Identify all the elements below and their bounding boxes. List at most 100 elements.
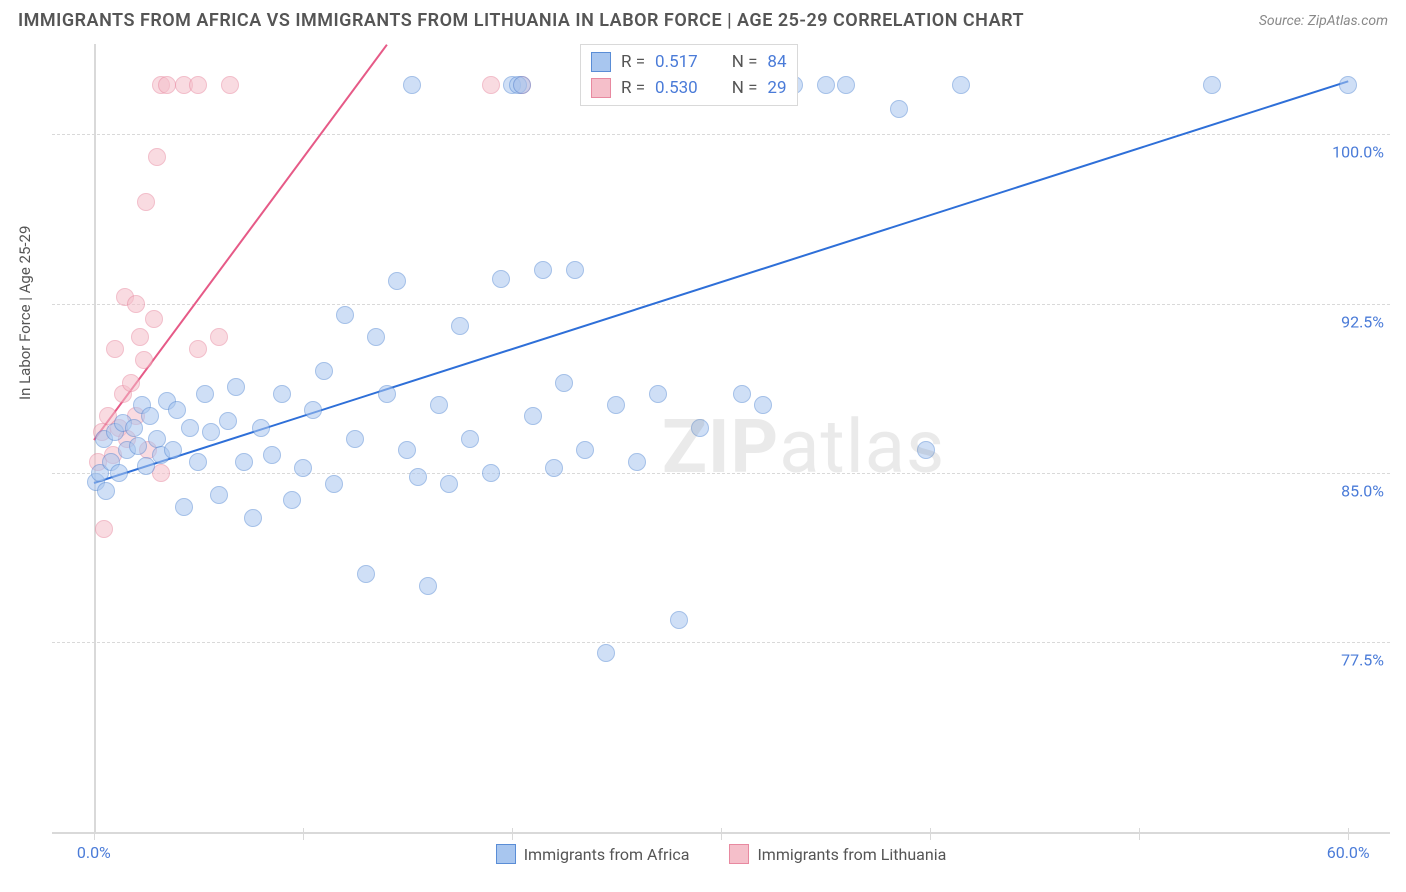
scatter-point-blue <box>492 270 510 288</box>
x-tick-mark <box>303 828 304 840</box>
x-tick-mark <box>1348 828 1349 840</box>
scatter-point-blue <box>294 459 312 477</box>
scatter-point-blue <box>628 453 646 471</box>
y-tick-label: 92.5% <box>1341 312 1384 331</box>
scatter-point-blue <box>125 419 143 437</box>
x-tick-mark <box>930 828 931 840</box>
scatter-point-pink <box>189 76 207 94</box>
scatter-point-blue <box>398 441 416 459</box>
legend-row: R =0.517N =84 <box>591 49 787 75</box>
y-tick-label: 77.5% <box>1341 651 1384 670</box>
scatter-point-blue <box>357 565 375 583</box>
legend-r-label: R = <box>621 75 645 101</box>
scatter-point-blue <box>403 76 421 94</box>
legend-r-value: 0.530 <box>655 75 698 101</box>
scatter-point-pink <box>145 310 163 328</box>
legend-swatch <box>729 844 749 864</box>
scatter-point-blue <box>273 385 291 403</box>
scatter-point-blue <box>315 362 333 380</box>
chart-header: IMMIGRANTS FROM AFRICA VS IMMIGRANTS FRO… <box>0 0 1406 45</box>
legend-item-label: Immigrants from Lithuania <box>757 845 946 864</box>
scatter-point-blue <box>670 611 688 629</box>
y-tick-label: 85.0% <box>1341 481 1384 500</box>
scatter-point-blue <box>524 407 542 425</box>
scatter-point-blue <box>461 430 479 448</box>
legend-n-label: N = <box>732 49 758 75</box>
series-legend: Immigrants from Africa Immigrants from Li… <box>52 844 1390 864</box>
scatter-point-blue <box>419 577 437 595</box>
scatter-point-pink <box>131 328 149 346</box>
scatter-point-blue <box>263 446 281 464</box>
scatter-point-blue <box>649 385 667 403</box>
scatter-point-blue <box>325 475 343 493</box>
legend-swatch <box>496 844 516 864</box>
scatter-point-pink <box>95 520 113 538</box>
scatter-point-blue <box>754 396 772 414</box>
scatter-point-blue <box>367 328 385 346</box>
legend-swatch <box>591 78 611 98</box>
scatter-point-blue <box>235 453 253 471</box>
legend-r-label: R = <box>621 49 645 75</box>
scatter-point-pink <box>158 76 176 94</box>
scatter-point-blue <box>440 475 458 493</box>
scatter-point-blue <box>482 464 500 482</box>
scatter-point-blue <box>252 419 270 437</box>
scatter-point-blue <box>175 498 193 516</box>
scatter-point-blue <box>451 317 469 335</box>
scatter-point-blue <box>917 441 935 459</box>
scatter-point-pink <box>127 295 145 313</box>
scatter-point-blue <box>141 407 159 425</box>
scatter-point-blue <box>607 396 625 414</box>
scatter-point-blue <box>168 401 186 419</box>
legend-row: R =0.530N =29 <box>591 75 787 101</box>
chart-area: 77.5%85.0%92.5%100.0%0.0%60.0% R =0.517N… <box>52 44 1390 834</box>
scatter-point-blue <box>430 396 448 414</box>
y-axis-label: In Labor Force | Age 25-29 <box>16 226 34 400</box>
legend-swatch <box>591 52 611 72</box>
scatter-point-blue <box>837 76 855 94</box>
gridline-h <box>52 642 1390 643</box>
legend-item: Immigrants from Lithuania <box>729 844 946 864</box>
x-tick-mark <box>1139 828 1140 840</box>
scatter-point-blue <box>534 261 552 279</box>
scatter-point-blue <box>181 419 199 437</box>
scatter-point-blue <box>189 453 207 471</box>
scatter-point-blue <box>1203 76 1221 94</box>
scatter-point-blue <box>129 437 147 455</box>
scatter-point-pink <box>221 76 239 94</box>
legend-n-value: 84 <box>767 49 786 75</box>
scatter-point-pink <box>210 328 228 346</box>
scatter-point-blue <box>196 385 214 403</box>
scatter-point-pink <box>189 340 207 358</box>
legend-item: Immigrants from Africa <box>496 844 690 864</box>
x-tick-mark <box>721 828 722 840</box>
scatter-point-blue <box>219 412 237 430</box>
scatter-point-blue <box>164 441 182 459</box>
scatter-point-pink <box>135 351 153 369</box>
scatter-point-blue <box>227 378 245 396</box>
plot-surface: 77.5%85.0%92.5%100.0%0.0%60.0% <box>52 44 1390 834</box>
scatter-point-pink <box>482 76 500 94</box>
legend-n-value: 29 <box>767 75 786 101</box>
y-tick-label: 100.0% <box>1332 143 1384 162</box>
scatter-point-blue <box>202 423 220 441</box>
scatter-point-blue <box>890 100 908 118</box>
gridline-h <box>52 304 1390 305</box>
trend-line-blue <box>94 80 1349 484</box>
scatter-point-blue <box>244 509 262 527</box>
x-tick-mark <box>94 828 95 840</box>
scatter-point-blue <box>283 491 301 509</box>
scatter-point-blue <box>304 401 322 419</box>
scatter-point-blue <box>691 419 709 437</box>
scatter-point-pink <box>106 340 124 358</box>
scatter-point-blue <box>817 76 835 94</box>
scatter-point-blue <box>210 486 228 504</box>
scatter-point-blue <box>110 464 128 482</box>
chart-title: IMMIGRANTS FROM AFRICA VS IMMIGRANTS FRO… <box>18 10 1024 31</box>
x-tick-mark <box>512 828 513 840</box>
correlation-legend: R =0.517N =84R =0.530N =29 <box>580 44 798 106</box>
scatter-point-blue <box>336 306 354 324</box>
legend-item-label: Immigrants from Africa <box>524 845 690 864</box>
scatter-point-blue <box>409 468 427 486</box>
scatter-point-pink <box>137 193 155 211</box>
